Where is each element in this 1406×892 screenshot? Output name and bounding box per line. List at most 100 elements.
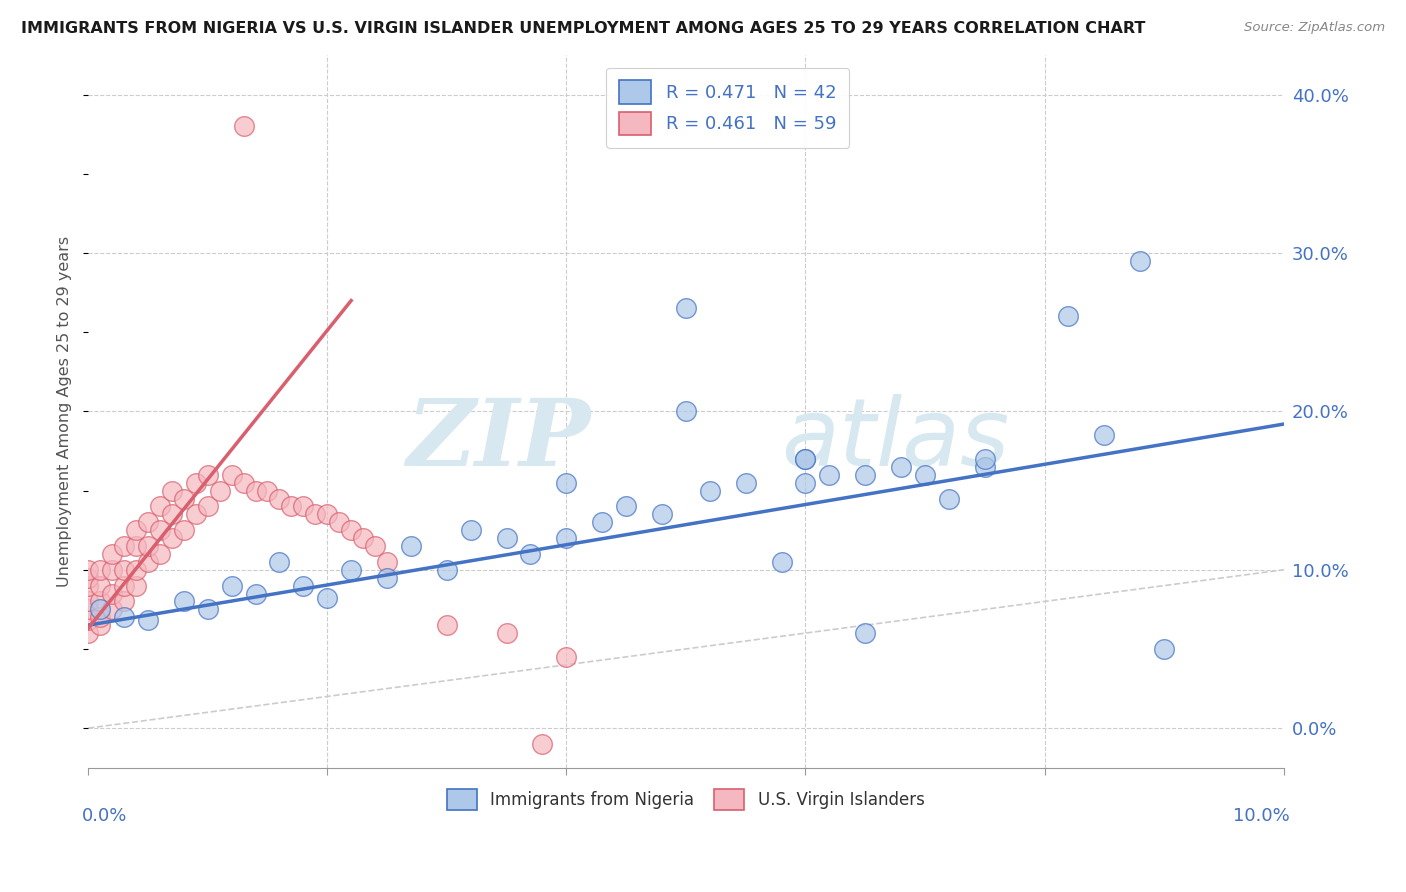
Point bbox=[125, 523, 148, 537]
Point bbox=[460, 523, 482, 537]
Point bbox=[555, 649, 578, 664]
Point bbox=[101, 547, 124, 561]
Point bbox=[77, 571, 100, 585]
Text: 10.0%: 10.0% bbox=[1233, 807, 1289, 825]
Point bbox=[149, 500, 172, 514]
Point bbox=[136, 515, 159, 529]
Text: atlas: atlas bbox=[782, 394, 1010, 485]
Point bbox=[269, 555, 291, 569]
Point bbox=[280, 500, 302, 514]
Point bbox=[89, 563, 111, 577]
Point bbox=[173, 594, 195, 608]
Point bbox=[316, 591, 339, 606]
Point bbox=[221, 467, 243, 482]
Point bbox=[340, 523, 363, 537]
Text: ZIP: ZIP bbox=[406, 395, 591, 485]
Point bbox=[149, 523, 172, 537]
Point bbox=[245, 483, 267, 498]
Point bbox=[316, 508, 339, 522]
Point bbox=[914, 467, 936, 482]
Point bbox=[614, 500, 637, 514]
Point bbox=[328, 515, 350, 529]
Point bbox=[675, 404, 697, 418]
Point bbox=[364, 539, 387, 553]
Point bbox=[651, 508, 673, 522]
Point bbox=[340, 563, 363, 577]
Point bbox=[1129, 254, 1152, 268]
Point bbox=[734, 475, 756, 490]
Legend: Immigrants from Nigeria, U.S. Virgin Islanders: Immigrants from Nigeria, U.S. Virgin Isl… bbox=[437, 779, 935, 820]
Point bbox=[1057, 310, 1080, 324]
Point bbox=[519, 547, 541, 561]
Point bbox=[197, 467, 219, 482]
Point bbox=[352, 531, 374, 545]
Point bbox=[136, 555, 159, 569]
Point bbox=[232, 475, 254, 490]
Point bbox=[1153, 642, 1175, 657]
Point bbox=[938, 491, 960, 506]
Point bbox=[495, 531, 517, 545]
Point bbox=[112, 563, 135, 577]
Point bbox=[160, 508, 183, 522]
Point bbox=[89, 610, 111, 624]
Point bbox=[208, 483, 231, 498]
Y-axis label: Unemployment Among Ages 25 to 29 years: Unemployment Among Ages 25 to 29 years bbox=[58, 235, 72, 587]
Point bbox=[973, 451, 995, 466]
Point bbox=[173, 491, 195, 506]
Point bbox=[770, 555, 793, 569]
Point bbox=[436, 563, 458, 577]
Point bbox=[184, 475, 207, 490]
Point bbox=[101, 586, 124, 600]
Point bbox=[197, 602, 219, 616]
Point bbox=[112, 610, 135, 624]
Point bbox=[184, 508, 207, 522]
Point bbox=[1092, 428, 1115, 442]
Point bbox=[160, 483, 183, 498]
Point bbox=[794, 475, 817, 490]
Point bbox=[591, 515, 613, 529]
Point bbox=[125, 579, 148, 593]
Point bbox=[125, 539, 148, 553]
Point bbox=[173, 523, 195, 537]
Point bbox=[245, 586, 267, 600]
Point bbox=[77, 602, 100, 616]
Point bbox=[555, 475, 578, 490]
Point bbox=[973, 459, 995, 474]
Point bbox=[375, 571, 398, 585]
Point bbox=[256, 483, 278, 498]
Point bbox=[436, 618, 458, 632]
Point bbox=[699, 483, 721, 498]
Point bbox=[77, 563, 100, 577]
Point bbox=[399, 539, 422, 553]
Point bbox=[89, 602, 111, 616]
Point bbox=[125, 563, 148, 577]
Point bbox=[89, 618, 111, 632]
Point bbox=[292, 500, 315, 514]
Point bbox=[495, 626, 517, 640]
Point bbox=[232, 120, 254, 134]
Text: IMMIGRANTS FROM NIGERIA VS U.S. VIRGIN ISLANDER UNEMPLOYMENT AMONG AGES 25 TO 29: IMMIGRANTS FROM NIGERIA VS U.S. VIRGIN I… bbox=[21, 21, 1146, 37]
Point bbox=[101, 602, 124, 616]
Point bbox=[853, 467, 876, 482]
Point bbox=[197, 500, 219, 514]
Point bbox=[89, 579, 111, 593]
Point bbox=[112, 579, 135, 593]
Point bbox=[375, 555, 398, 569]
Point bbox=[531, 737, 554, 751]
Point bbox=[555, 531, 578, 545]
Point bbox=[794, 451, 817, 466]
Point bbox=[136, 539, 159, 553]
Point bbox=[101, 563, 124, 577]
Point bbox=[292, 579, 315, 593]
Point bbox=[221, 579, 243, 593]
Text: Source: ZipAtlas.com: Source: ZipAtlas.com bbox=[1244, 21, 1385, 35]
Point bbox=[77, 614, 100, 628]
Point bbox=[136, 614, 159, 628]
Point bbox=[160, 531, 183, 545]
Point bbox=[112, 539, 135, 553]
Point bbox=[890, 459, 912, 474]
Point bbox=[853, 626, 876, 640]
Point bbox=[77, 594, 100, 608]
Point bbox=[269, 491, 291, 506]
Point bbox=[77, 626, 100, 640]
